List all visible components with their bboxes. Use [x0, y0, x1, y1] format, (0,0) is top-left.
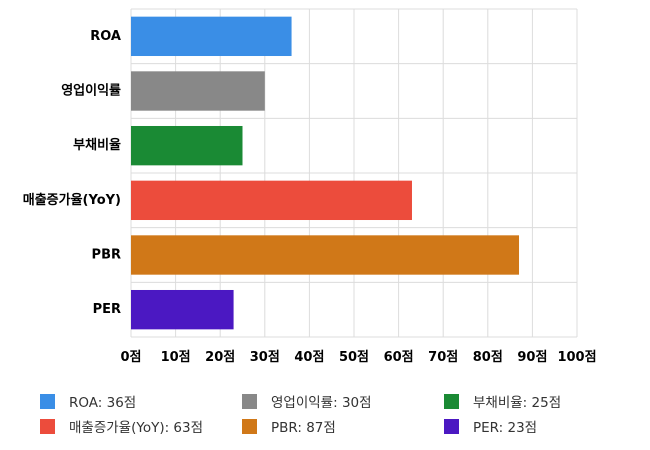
category-label: 매출증가율(YoY) [23, 192, 121, 208]
x-tick-label: 40점 [294, 350, 324, 365]
legend-swatch [444, 393, 459, 409]
legend-item-per: PER: 23점 [444, 417, 640, 436]
x-tick-label: 70점 [428, 350, 458, 365]
legend-label: 매출증가율(YoY): 63점 [69, 420, 204, 436]
x-tick-label: 0점 [120, 350, 141, 365]
legend-swatch [40, 393, 55, 409]
x-tick-label: 30점 [250, 350, 280, 365]
category-label: 부채비율 [73, 137, 121, 153]
legend-item-debt-ratio: 부채비율: 25점 [444, 392, 640, 411]
x-tick-label: 60점 [384, 350, 414, 365]
legend-label: 영업이익률: 30점 [271, 395, 372, 411]
category-label: 영업이익률 [61, 83, 121, 99]
x-tick-label: 50점 [339, 350, 369, 365]
legend-item-operating-margin: 영업이익률: 30점 [242, 392, 444, 411]
bar [131, 71, 265, 111]
legend-item-pbr: PBR: 87점 [242, 417, 444, 436]
legend-label: PER: 23점 [473, 420, 538, 436]
category-label: ROA [90, 29, 121, 44]
bar [131, 16, 292, 57]
bar [131, 289, 234, 330]
x-tick-label: 100점 [557, 350, 596, 365]
x-tick-label: 20점 [205, 350, 235, 365]
legend-swatch [40, 418, 55, 434]
category-label: PBR [92, 248, 121, 263]
legend-swatch [242, 393, 257, 409]
bar [131, 235, 520, 275]
category-label: PER [93, 302, 121, 317]
legend-item-revenue-growth: 매출증가율(YoY): 63점 [40, 417, 242, 436]
legend-label: 부채비율: 25점 [473, 395, 562, 411]
legend: ROA: 36점 영업이익률: 30점 부채비율: 25점 매출증가율(YoY)… [40, 392, 640, 436]
x-tick-label: 80점 [473, 350, 503, 365]
legend-item-roa: ROA: 36점 [40, 392, 242, 411]
legend-label: PBR: 87점 [271, 420, 336, 436]
x-tick-label: 10점 [161, 350, 191, 365]
x-tick-label: 90점 [517, 350, 547, 365]
legend-swatch [242, 418, 257, 434]
bar [131, 125, 243, 166]
legend-label: ROA: 36점 [69, 395, 137, 411]
bar [131, 180, 412, 221]
legend-swatch [444, 418, 459, 434]
